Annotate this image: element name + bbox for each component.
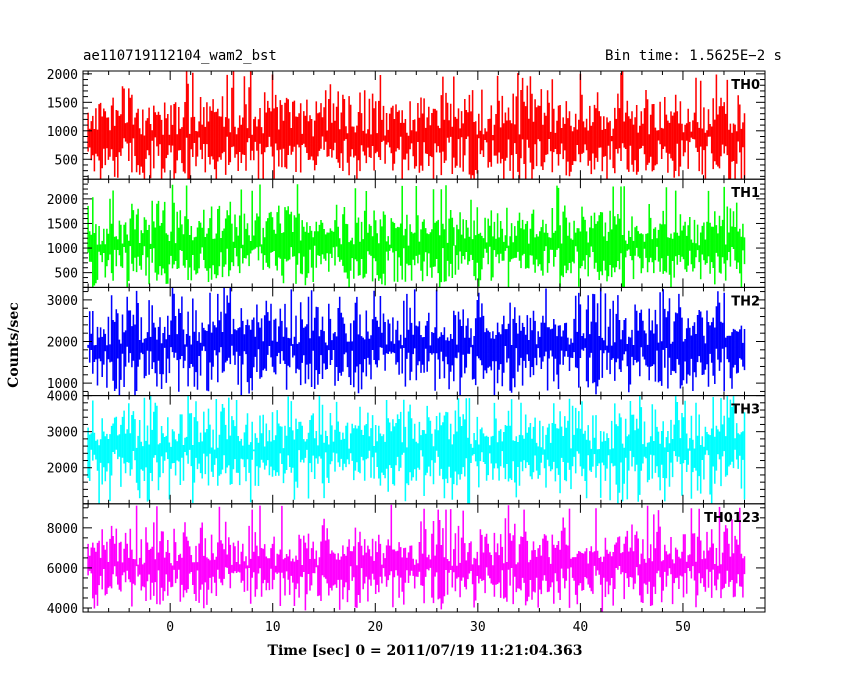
series-th2 — [87, 287, 746, 396]
y-tick-label: 6000 — [47, 562, 78, 577]
panel-label-th0123: TH0123 — [704, 511, 760, 526]
y-tick-label: 1000 — [47, 242, 78, 257]
x-tick-label: 50 — [675, 620, 691, 635]
y-tick-label: 1500 — [47, 217, 78, 232]
figure-title: ae110719112104_wam2_bst — [83, 48, 277, 64]
y-tick-label: 2000 — [47, 68, 78, 83]
x-tick-label: 30 — [470, 620, 486, 635]
series-th0123 — [87, 504, 746, 612]
y-tick-label: 4000 — [47, 602, 78, 617]
bin-time-label: Bin time: 1.5625E−2 s — [605, 48, 782, 64]
x-tick-label: 10 — [265, 620, 281, 635]
y-tick-label: 3000 — [47, 294, 78, 309]
x-tick-label: 40 — [573, 620, 589, 635]
y-tick-label: 1500 — [47, 96, 78, 111]
y-tick-label: 4000 — [47, 390, 78, 405]
series-th1 — [87, 184, 746, 288]
y-tick-label: 2000 — [47, 462, 78, 477]
y-tick-label: 500 — [55, 153, 78, 168]
panel-label-th2: TH2 — [731, 294, 760, 309]
y-tick-label: 2000 — [47, 193, 78, 208]
y-tick-label: 2000 — [47, 336, 78, 351]
y-tick-label: 500 — [55, 267, 78, 282]
x-axis-label: Time [sec] 0 = 2011/07/19 11:21:04.363 — [268, 643, 583, 659]
series-th0 — [87, 71, 746, 180]
panel-label-th3: TH3 — [731, 403, 760, 418]
x-tick-label: 0 — [166, 620, 174, 635]
x-tick-label: 20 — [367, 620, 383, 635]
y-tick-label: 8000 — [47, 522, 78, 537]
y-tick-label: 1000 — [47, 125, 78, 140]
series-th3 — [87, 395, 746, 504]
panel-label-th1: TH1 — [731, 186, 760, 201]
y-tick-label: 3000 — [47, 426, 78, 441]
panel-label-th0: TH0 — [731, 78, 760, 93]
y-tick-label: 1000 — [47, 377, 78, 392]
y-axis-label: Counts/sec — [6, 302, 22, 388]
